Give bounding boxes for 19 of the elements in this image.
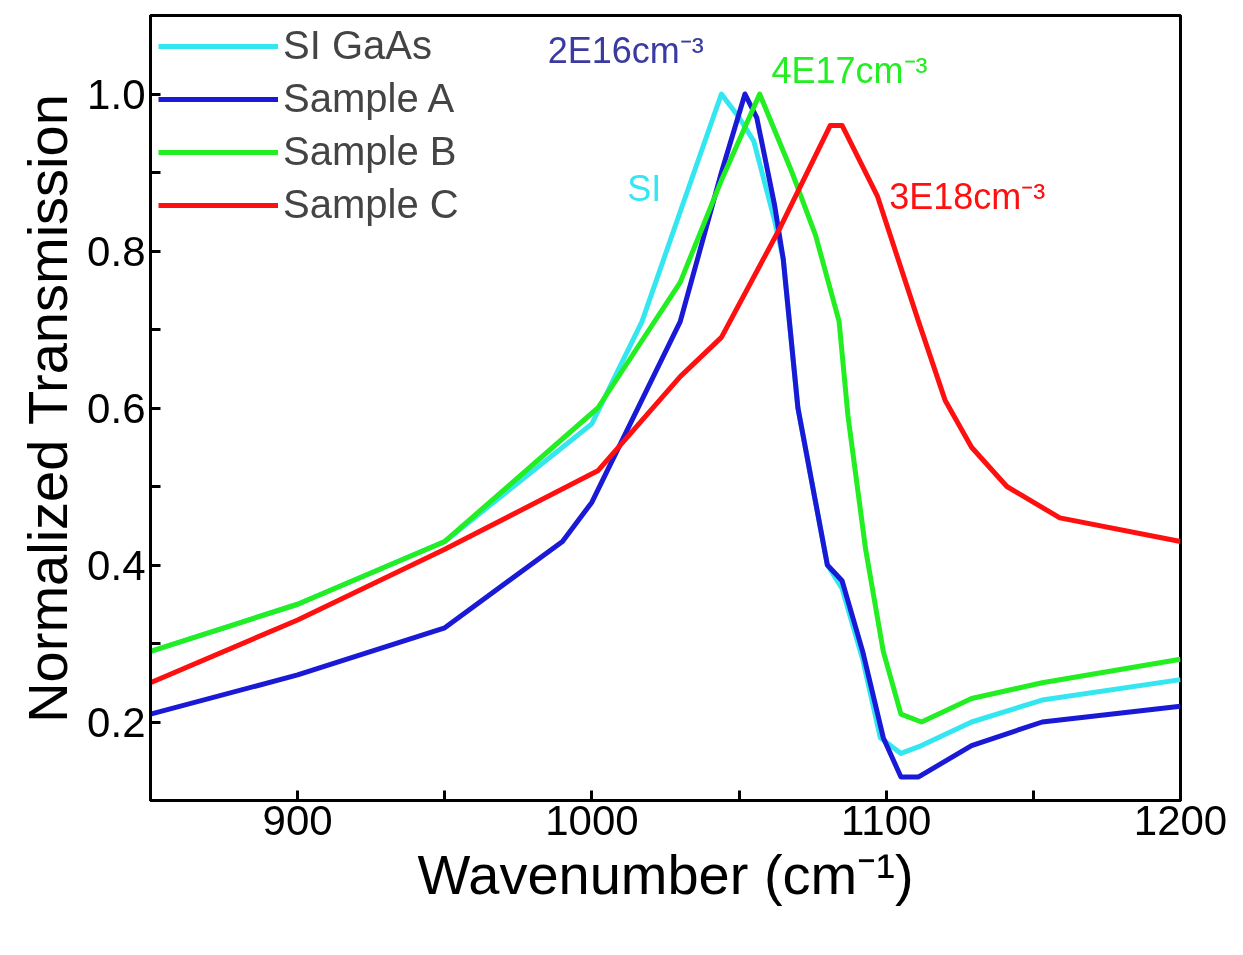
y-axis-title: Normalized Transmission — [16, 94, 80, 723]
x-tick-label: 900 — [262, 796, 333, 844]
x-tick-label: 1200 — [1133, 796, 1228, 844]
x-axis-title: Wavenumber (cm⁻¹) — [417, 842, 914, 906]
x-tick-label: 1100 — [841, 796, 932, 844]
y-tick-label: 1.0 — [87, 70, 146, 118]
legend-label: Sample B — [283, 129, 457, 174]
y-tick-label: 0.2 — [87, 698, 146, 746]
legend-label: SI GaAs — [283, 23, 432, 68]
y-tick-label: 0.6 — [87, 384, 146, 432]
annotation: 4E17cm⁻³ — [771, 49, 928, 91]
legend-label: Sample C — [283, 182, 459, 227]
legend-label: Sample A — [283, 76, 455, 121]
annotation: 3E18cm⁻³ — [889, 175, 1046, 217]
annotation: SI — [627, 167, 662, 209]
y-tick-label: 0.4 — [87, 541, 146, 589]
x-tick-label: 1000 — [545, 796, 639, 844]
annotation: 2E16cm⁻³ — [547, 30, 704, 72]
y-tick-label: 0.8 — [87, 227, 146, 275]
